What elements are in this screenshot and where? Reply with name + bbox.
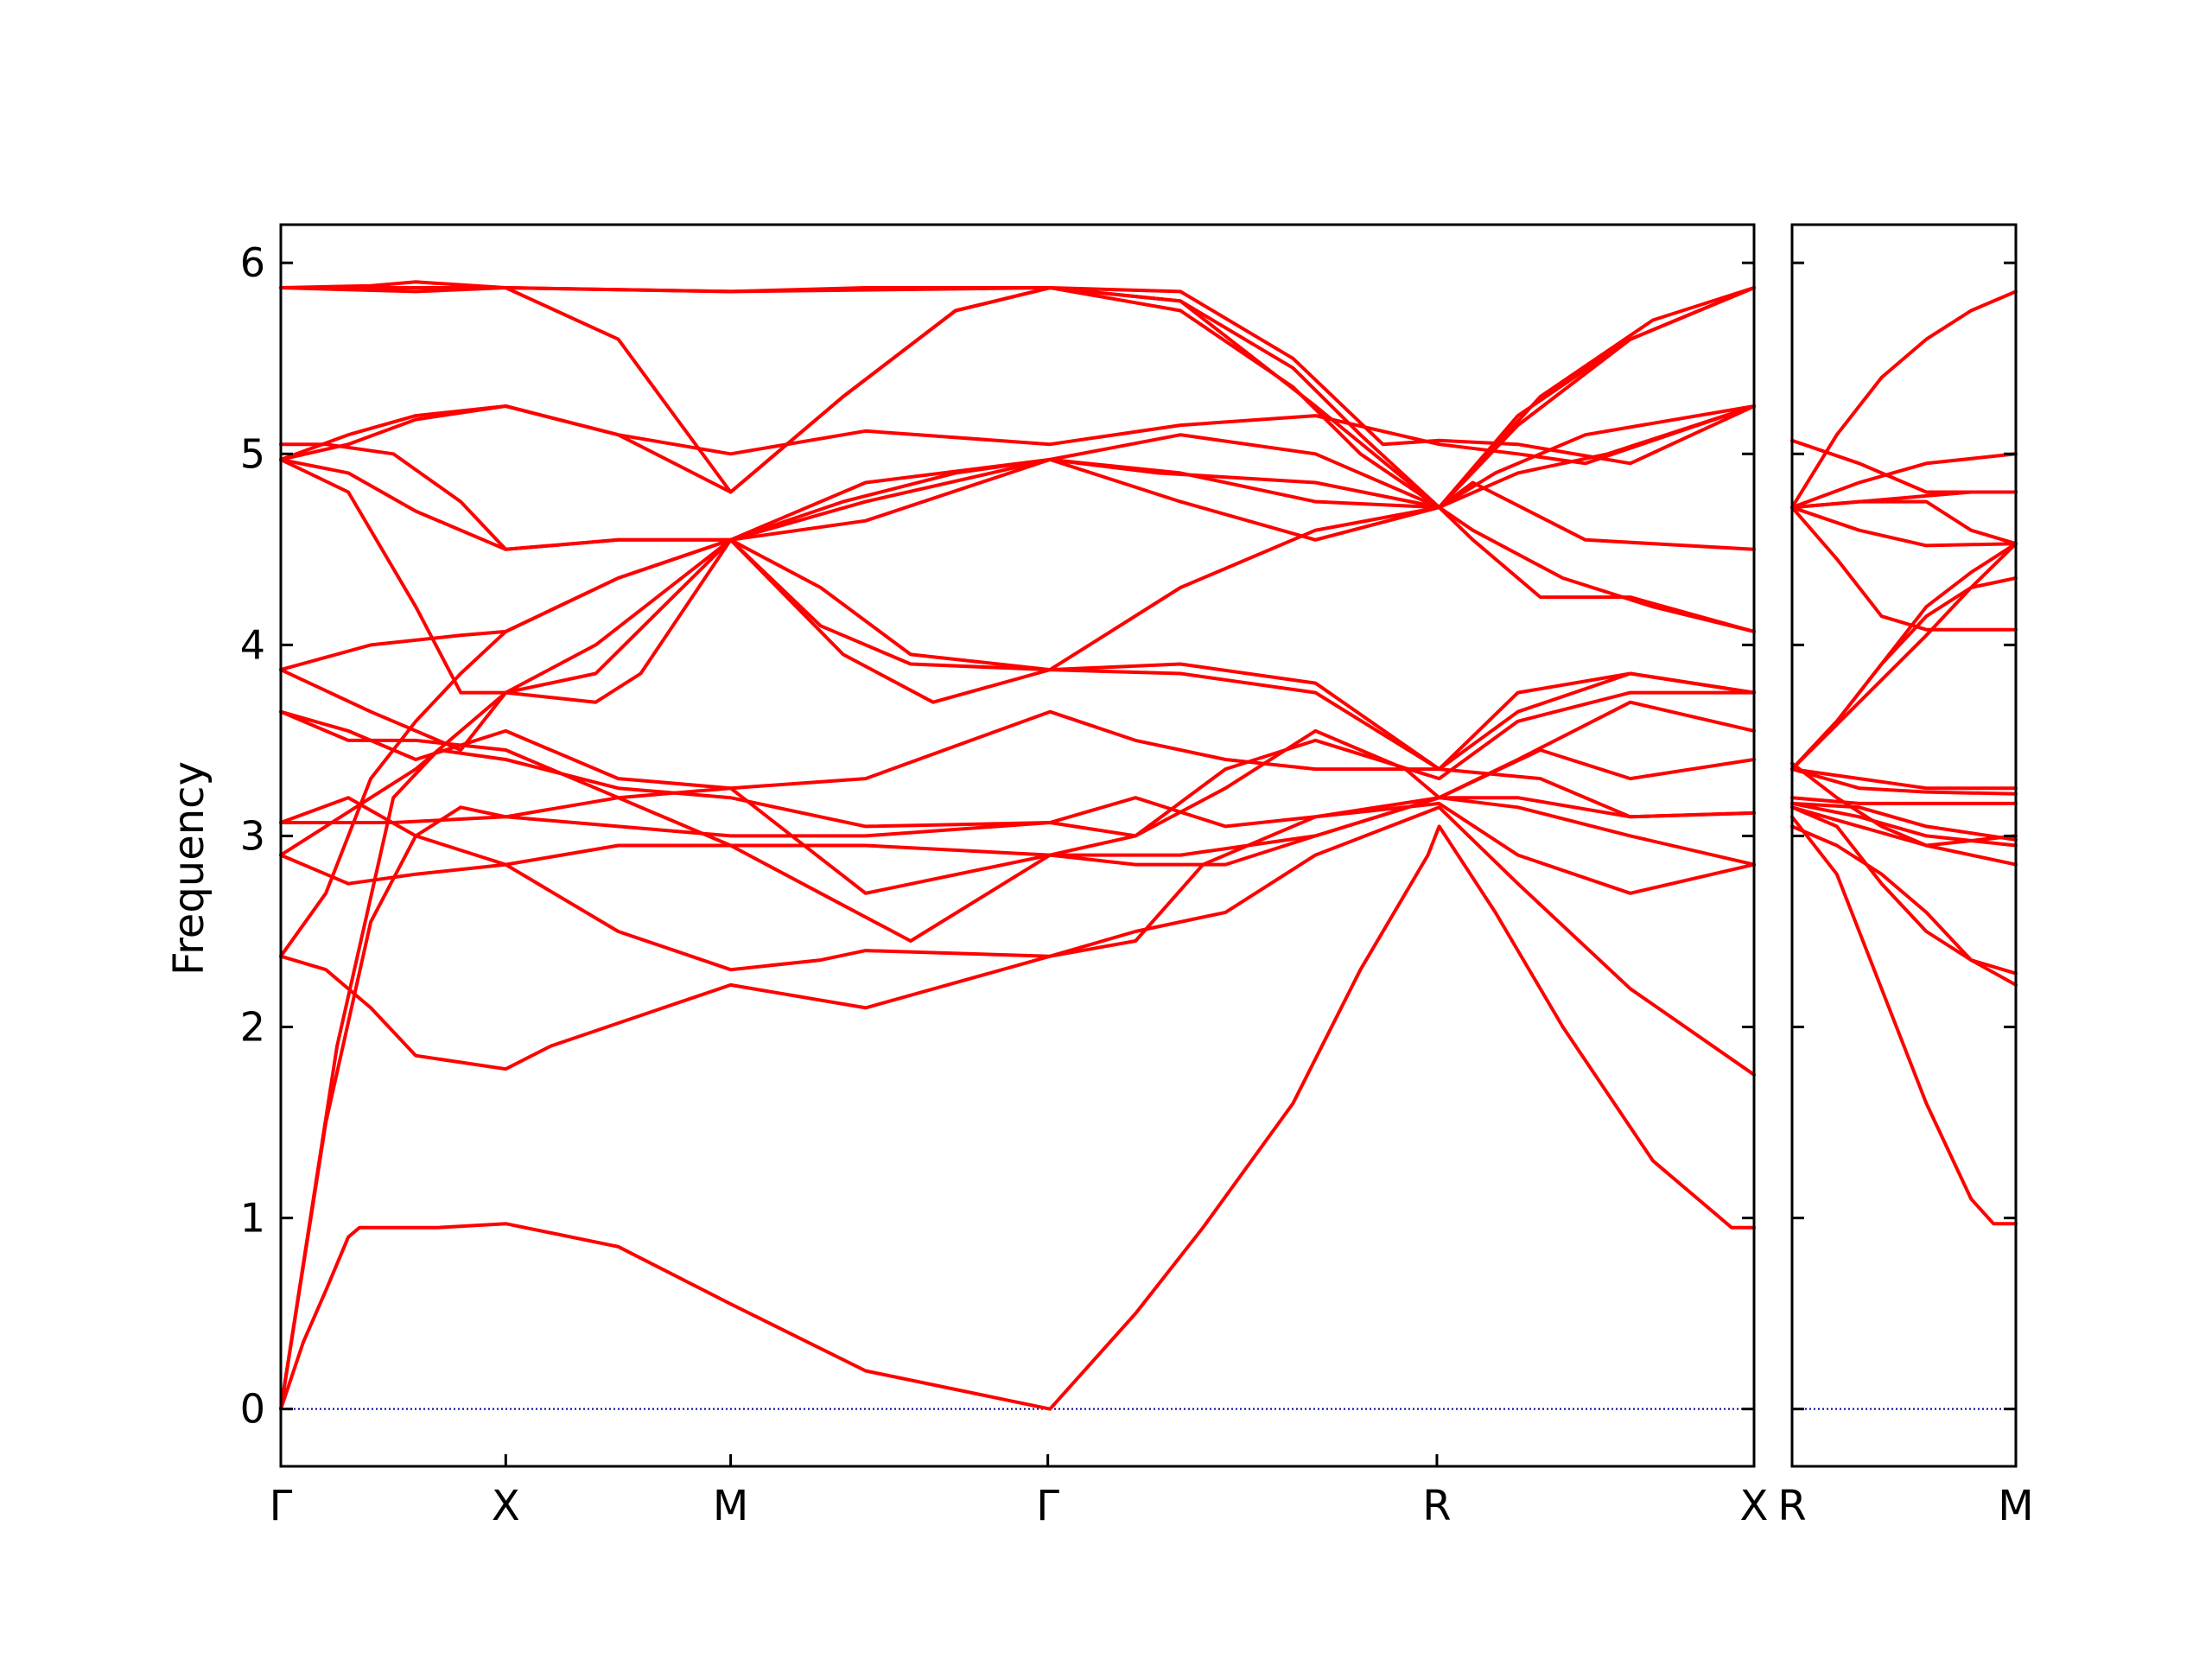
main-band-12 — [279, 537, 1756, 819]
x-tick-label: X — [1740, 1482, 1769, 1530]
main-band-15 — [279, 404, 1756, 551]
main-band-9 — [279, 671, 1756, 824]
x-tick-label: M — [713, 1482, 748, 1530]
side-band-10 — [1790, 761, 2018, 848]
x-tick-label: Γ — [1036, 1482, 1059, 1530]
main-band-16 — [279, 404, 1756, 551]
side-band-19 — [1790, 438, 2018, 494]
x-tick-label: Γ — [270, 1482, 293, 1530]
y-tick-label: 4 — [240, 621, 265, 668]
side-band-4 — [1790, 805, 2018, 867]
main-band-4 — [279, 805, 1756, 1077]
main-band-5 — [279, 505, 1756, 958]
main-band-21 — [279, 280, 1756, 466]
main-band-8 — [279, 700, 1756, 972]
y-tick-label: 3 — [240, 812, 265, 859]
main-frame — [279, 223, 1756, 1468]
x-tick-label: M — [1998, 1482, 2033, 1530]
main-band-1 — [279, 824, 1756, 1411]
side-band-2 — [1790, 824, 2018, 987]
x-tick-label: R — [1777, 1482, 1806, 1530]
side-band-20 — [1790, 289, 2018, 510]
side-band-15 — [1790, 505, 2018, 548]
main-band-7 — [279, 796, 1756, 886]
main-band-14 — [279, 457, 1756, 704]
side-band-11 — [1790, 576, 2018, 772]
y-tick-label: 2 — [240, 1004, 265, 1051]
side-band-14 — [1790, 505, 2018, 632]
main-band-18 — [279, 286, 1756, 510]
y-tick-label: 0 — [240, 1386, 265, 1433]
main-band-20 — [279, 286, 1756, 510]
side-band-12 — [1790, 542, 2018, 772]
side-frame — [1790, 223, 2018, 1468]
main-band-17 — [279, 404, 1756, 466]
y-tick-label: 1 — [240, 1195, 265, 1242]
x-tick-label: X — [492, 1482, 520, 1530]
side-band-3 — [1790, 805, 2018, 976]
y-tick-label: 5 — [240, 430, 265, 477]
x-tick-label: R — [1422, 1482, 1451, 1530]
main-panel: 0 1 2 3 4 5 6 Γ X M Γ R X — [240, 223, 1769, 1530]
main-band-3 — [279, 748, 1756, 1411]
side-band-1 — [1790, 815, 2018, 1226]
main-band-19 — [279, 286, 1756, 510]
y-tick-label: 6 — [240, 239, 265, 286]
side-band-6 — [1790, 801, 2018, 842]
main-band-13 — [279, 537, 1756, 772]
side-band-9 — [1790, 767, 2018, 791]
main-band-6 — [279, 433, 1756, 857]
side-band-7 — [1790, 796, 2018, 805]
y-axis-label: Frequency — [165, 761, 213, 976]
side-band-13 — [1790, 542, 2018, 772]
side-band-17 — [1790, 499, 2018, 546]
side-band-8 — [1790, 767, 2018, 796]
side-band-18 — [1790, 452, 2018, 510]
